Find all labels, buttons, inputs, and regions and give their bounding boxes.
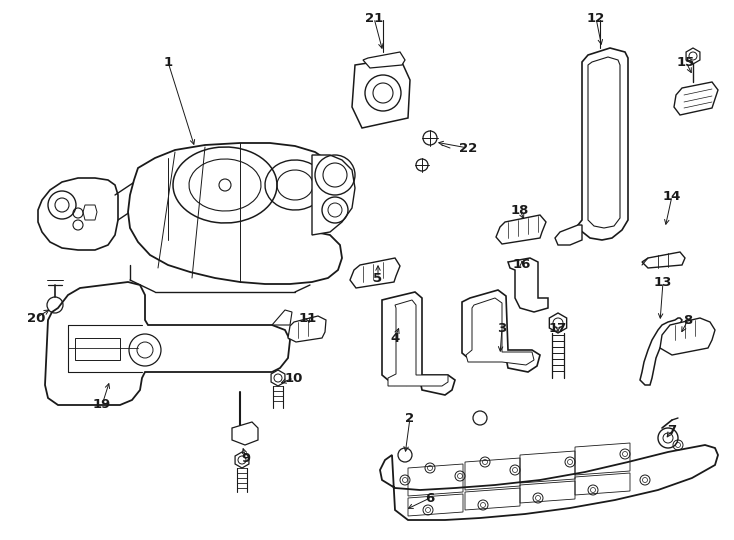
Polygon shape [588, 57, 620, 228]
Polygon shape [352, 58, 410, 128]
Text: 13: 13 [654, 275, 672, 288]
Text: 11: 11 [299, 312, 317, 325]
Polygon shape [235, 452, 249, 468]
Polygon shape [382, 292, 455, 395]
Text: 19: 19 [93, 399, 111, 411]
Polygon shape [555, 225, 582, 245]
Polygon shape [391, 318, 409, 338]
Text: 5: 5 [374, 272, 382, 285]
Polygon shape [272, 310, 292, 325]
Text: 7: 7 [667, 423, 677, 436]
Polygon shape [312, 155, 355, 235]
Polygon shape [640, 318, 682, 385]
Polygon shape [271, 370, 285, 386]
Text: 9: 9 [241, 451, 250, 464]
Polygon shape [466, 298, 534, 365]
Polygon shape [549, 313, 567, 333]
Polygon shape [38, 178, 118, 250]
Text: 22: 22 [459, 141, 477, 154]
Polygon shape [508, 258, 548, 312]
Text: 20: 20 [27, 312, 46, 325]
Polygon shape [363, 52, 405, 68]
Text: 1: 1 [164, 56, 172, 69]
Text: 14: 14 [663, 190, 681, 202]
Text: 8: 8 [683, 314, 693, 327]
Text: 4: 4 [390, 332, 399, 345]
Text: 10: 10 [285, 372, 303, 384]
Text: 16: 16 [513, 259, 531, 272]
Polygon shape [660, 318, 715, 355]
Polygon shape [686, 48, 700, 64]
Text: 12: 12 [587, 11, 605, 24]
Polygon shape [350, 258, 400, 288]
Polygon shape [232, 422, 258, 445]
Text: 17: 17 [549, 321, 567, 334]
Bar [75, 338, 120, 360]
Polygon shape [128, 143, 342, 284]
Polygon shape [642, 252, 685, 268]
Polygon shape [380, 445, 718, 520]
Text: 15: 15 [677, 56, 695, 69]
Polygon shape [45, 282, 290, 405]
Text: 3: 3 [498, 321, 506, 334]
Text: 21: 21 [365, 11, 383, 24]
Polygon shape [288, 316, 326, 342]
Polygon shape [578, 48, 628, 240]
Polygon shape [388, 300, 448, 386]
Polygon shape [462, 290, 540, 372]
Text: 6: 6 [426, 491, 435, 504]
Polygon shape [496, 215, 546, 244]
Polygon shape [674, 82, 718, 115]
Text: 18: 18 [511, 204, 529, 217]
Text: 2: 2 [405, 411, 415, 424]
